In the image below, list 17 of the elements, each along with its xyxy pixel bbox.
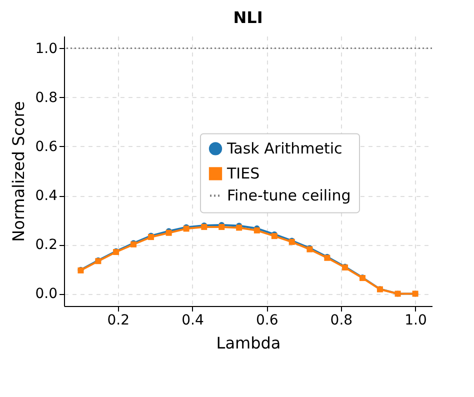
y-tick-label: 0.2 bbox=[35, 237, 58, 254]
legend-label: TIES bbox=[226, 164, 260, 183]
y-tick-label: 0.6 bbox=[35, 138, 58, 155]
x-tick-label: 1.0 bbox=[404, 312, 427, 328]
y-tick-label: 1.0 bbox=[35, 40, 58, 57]
legend-label: Fine-tune ceiling bbox=[227, 186, 351, 205]
y-tick-label: 0.4 bbox=[35, 188, 58, 204]
legend-label: Task Arithmetic bbox=[226, 140, 342, 158]
x-axis-title: Lambda bbox=[216, 334, 281, 352]
x-tick-label: 0.6 bbox=[256, 312, 278, 328]
y-tick-label: 0.8 bbox=[35, 90, 58, 106]
x-tick-label: 0.4 bbox=[182, 312, 204, 328]
chart-title: NLI bbox=[233, 8, 263, 27]
y-tick-label: 0.0 bbox=[35, 286, 58, 302]
x-tick-label: 0.2 bbox=[107, 312, 130, 328]
y-axis-title: Normalized Score bbox=[9, 101, 28, 242]
x-tick-label: 0.8 bbox=[330, 312, 353, 328]
